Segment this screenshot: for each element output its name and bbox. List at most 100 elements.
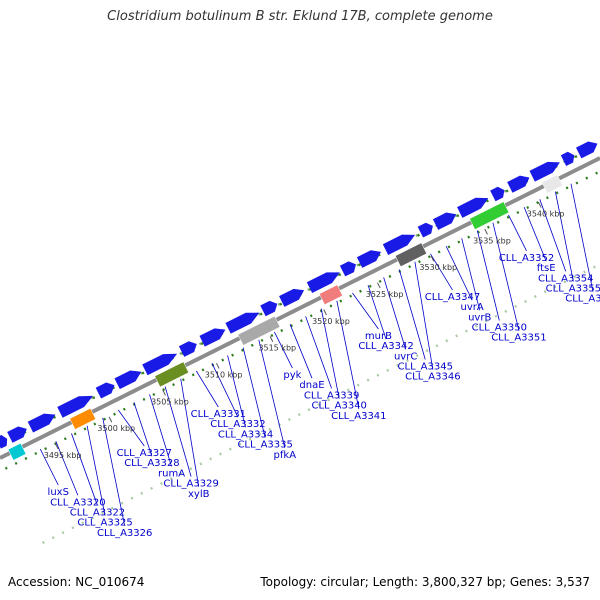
gene-block — [318, 284, 343, 305]
gene-block — [469, 201, 510, 230]
leader-line — [476, 230, 500, 321]
leader-line — [539, 199, 567, 272]
leader-line — [414, 261, 434, 370]
tick-mark — [269, 336, 274, 342]
gene-label: murB — [365, 331, 392, 342]
leader-line — [39, 448, 59, 486]
leader-line — [258, 339, 286, 448]
gene-label: CLL_A3327 — [117, 448, 172, 459]
tick-label: 3540 kbp — [527, 210, 565, 219]
gene-arrow — [560, 151, 575, 166]
leader-line — [523, 206, 547, 262]
tick-label: 3520 kbp — [312, 317, 350, 326]
gene-label: CLL_A3322 — [70, 507, 125, 518]
tick-mark — [216, 362, 220, 369]
gene-label: CLL_A3334 — [218, 429, 273, 440]
leader-line — [508, 214, 527, 252]
gene-arrow — [260, 300, 278, 317]
leader-line — [274, 331, 293, 369]
tick-mark — [377, 282, 381, 289]
leader-line — [570, 183, 594, 292]
gene-label: CLL_A3351 — [491, 333, 546, 344]
gene-arrow — [576, 141, 598, 159]
gene-label: CLL_A3340 — [312, 401, 367, 412]
map-title: Clostridium botulinum B str. Eklund 17B,… — [107, 9, 493, 24]
tick-mark — [55, 443, 59, 450]
gene-arrow — [529, 161, 560, 182]
gene-label: CLL_A3342 — [358, 341, 413, 352]
tick-mark — [162, 389, 166, 396]
leader-line — [367, 285, 387, 340]
leader-line — [227, 355, 246, 428]
gene-label: CLL_A3339 — [304, 390, 359, 401]
gene-label: CLL_A3355 — [546, 283, 600, 294]
gene-arrow — [57, 395, 94, 418]
gene-label: uvrC — [394, 351, 417, 362]
leader-line — [55, 441, 79, 496]
gene-label: luxS — [48, 487, 69, 498]
leader-line — [398, 269, 426, 360]
gene-arrow — [490, 186, 505, 202]
kbp-ticks: 3495 kbp 3500 kbp 3505 kbp 3510 kbp 3515 kbp… — [44, 201, 565, 460]
genome-summary-text: Topology: circular; Length: 3,800,327 bp… — [260, 575, 590, 589]
gene-block — [237, 315, 281, 346]
label-leaders — [39, 183, 594, 526]
gene-label: rumA — [158, 468, 185, 479]
gene-label: CLL_A3345 — [398, 362, 453, 373]
tick-label: 3525 kbp — [366, 290, 404, 299]
leader-line — [492, 222, 520, 331]
gene-label: CLL_A3346 — [405, 372, 460, 383]
gene-arrow — [306, 272, 340, 293]
leader-line — [86, 425, 106, 516]
tick-mark — [430, 255, 435, 262]
gene-block — [541, 174, 563, 194]
tick-mark — [537, 201, 542, 208]
leader-line — [289, 324, 313, 379]
gene-label: CLL_A3350 — [472, 323, 527, 334]
tick-mark — [323, 309, 327, 316]
tick-mark — [108, 416, 113, 423]
tick-label: 3535 kbp — [473, 236, 511, 245]
tick-mark — [484, 228, 488, 235]
gene-block — [69, 408, 97, 430]
gene-arrow — [7, 426, 27, 443]
gene-label: CLL_A3332 — [210, 419, 265, 430]
gene-arrow — [339, 261, 356, 277]
leader-line — [180, 378, 200, 487]
gene-label: CLL_A3320 — [50, 497, 105, 508]
gene-arrow — [27, 413, 56, 433]
gene-label: xylB — [188, 489, 210, 500]
leader-line — [164, 386, 192, 477]
leader-line — [149, 394, 172, 467]
gene-label: CLL_A3326 — [97, 528, 152, 539]
tick-label: 3505 kbp — [151, 397, 189, 406]
gene-block — [7, 442, 27, 461]
gene-labels: luxSCLL_A3320CLL_A3322CLL_A3325CLL_A3326… — [48, 253, 600, 539]
tick-label: 3510 kbp — [205, 371, 243, 380]
gene-block — [395, 242, 427, 267]
leader-line — [211, 363, 239, 418]
gene-arrow — [95, 382, 115, 399]
leader-line — [320, 308, 340, 399]
tick-label: 3500 kbp — [97, 424, 135, 433]
gene-label: CLL_A3331 — [191, 409, 246, 420]
gene-label: CLL_A3335 — [237, 440, 292, 451]
leader-line — [336, 300, 360, 409]
gene-arrow — [432, 212, 457, 230]
gene-arrow — [356, 250, 382, 268]
gene-arrow — [457, 197, 489, 218]
leader-line — [102, 417, 126, 526]
gene-label: ftsE — [537, 263, 556, 274]
leader-line — [554, 191, 574, 282]
leader-line — [445, 245, 473, 301]
leader-line — [352, 292, 379, 330]
accession-text: Accession: NC_010674 — [8, 575, 145, 589]
leader-line — [117, 409, 145, 447]
gene-label: CLL_A3329 — [163, 479, 218, 490]
gene-arrow — [279, 288, 305, 307]
leader-line — [196, 370, 219, 408]
gene-label: CLL_A3357 — [565, 294, 600, 305]
leader-line — [430, 253, 453, 291]
tick-label: 3515 kbp — [258, 344, 296, 353]
